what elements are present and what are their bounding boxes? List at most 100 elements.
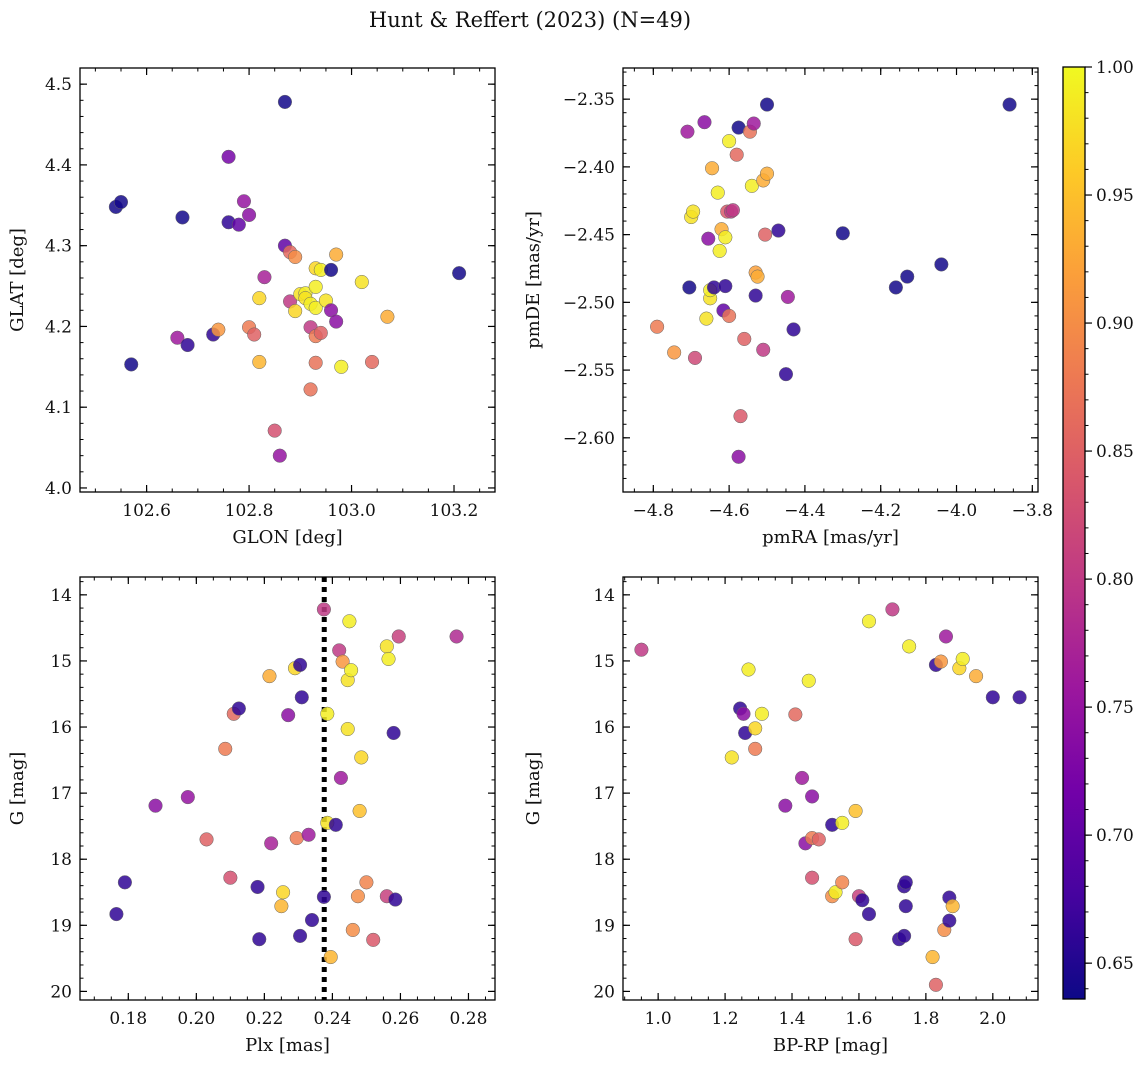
scatter-point — [780, 289, 795, 304]
scatter-point — [778, 798, 793, 813]
y-tick-label: 15 — [50, 652, 72, 672]
x-tick-label: −4.6 — [708, 501, 749, 521]
scatter-point — [308, 355, 323, 370]
scatter-point — [855, 893, 870, 908]
axes-frame — [622, 67, 1039, 493]
scatter-point — [180, 790, 195, 805]
scatter-point — [955, 651, 970, 667]
scatter-point — [744, 178, 759, 193]
scatter-point — [736, 706, 751, 721]
scatter-point — [942, 913, 957, 928]
y-tick-label: 19 — [593, 916, 615, 936]
y-tick-label: −2.45 — [563, 226, 615, 246]
scatter-point — [888, 280, 903, 295]
x-tick-label: 0.26 — [382, 1009, 420, 1029]
scatter-point — [848, 932, 863, 947]
scatter-point — [985, 690, 1000, 705]
x-tick-label: 102.8 — [225, 501, 274, 521]
scatter-point — [778, 367, 794, 382]
scatter-point — [811, 832, 826, 847]
scatter-point — [199, 832, 214, 847]
scatter-point — [788, 707, 803, 722]
x-axis-label: Plx [mas] — [245, 1035, 330, 1056]
x-tick-label: 103.0 — [327, 501, 376, 521]
scatter-point — [218, 741, 233, 756]
x-tick-label: −3.8 — [1012, 501, 1053, 521]
y-tick-label: 4.3 — [45, 237, 72, 257]
y-tick-label: 16 — [593, 718, 615, 738]
scatter-point — [754, 706, 769, 721]
scatter-point — [252, 932, 267, 947]
scatter-point — [274, 899, 289, 914]
x-tick-label: 103.2 — [430, 501, 479, 521]
scatter-point — [288, 304, 303, 319]
x-tick-label: 1.0 — [645, 1009, 672, 1029]
x-tick-label: 0.22 — [245, 1009, 283, 1029]
scatter-point — [885, 602, 900, 617]
y-tick-label: −2.50 — [563, 293, 615, 313]
scatter-point — [650, 319, 665, 334]
scatter-point — [861, 614, 877, 629]
colorbar-tick-label: 0.75 — [1096, 698, 1134, 718]
x-tick-label: 1.8 — [912, 1009, 939, 1029]
scatter-point — [252, 291, 267, 306]
scatter-point — [1012, 690, 1027, 705]
scatter-point — [329, 247, 344, 262]
x-tick-label: 0.28 — [450, 1009, 488, 1029]
colorbar-frame — [1062, 66, 1086, 1000]
colorbar-tick-label: 0.70 — [1096, 826, 1134, 846]
scatter-point — [759, 166, 775, 181]
scatter-point — [148, 798, 163, 813]
scatter-point — [109, 907, 124, 922]
scatter-point — [366, 932, 381, 947]
scatter-point — [267, 423, 282, 438]
scatter-point — [180, 337, 195, 353]
x-tick-label: −4.2 — [860, 501, 901, 521]
x-tick-label: 0.20 — [177, 1009, 215, 1029]
scatter-point — [934, 257, 949, 272]
colorbar-tick-label: 0.80 — [1096, 570, 1134, 590]
scatter-point — [301, 827, 316, 842]
scatter-point — [737, 331, 752, 346]
scatter-point — [725, 203, 740, 218]
scatter-point — [667, 345, 682, 360]
scatter-point — [333, 770, 348, 785]
scatter-point — [634, 642, 649, 657]
scatter-point — [686, 204, 701, 219]
x-tick-label: 1.4 — [778, 1009, 805, 1029]
scatter-point — [805, 789, 820, 804]
x-tick-label: 2.0 — [979, 1009, 1006, 1029]
scatter-point — [897, 928, 912, 943]
scatter-point — [386, 725, 401, 741]
scatter-point — [750, 269, 765, 284]
scatter-point — [697, 115, 712, 130]
colorbar: 0.65 0.70 0.75 0.80 0.85 0.90 0.95 1.00 — [1062, 58, 1134, 1000]
scatter-point — [328, 817, 343, 832]
scatter-point — [211, 322, 226, 337]
x-tick-label: −4.4 — [784, 501, 825, 521]
scatter-point — [771, 223, 786, 238]
scatter-point — [741, 662, 756, 677]
scatter-point — [252, 354, 267, 370]
scatter-point — [786, 322, 801, 337]
y-tick-label: −2.60 — [563, 429, 615, 449]
scatter-point — [277, 94, 292, 109]
scatter-point — [710, 185, 725, 200]
scatter-point — [449, 629, 464, 644]
scatter-point — [898, 875, 913, 890]
scatter-point — [722, 134, 737, 149]
scatter-point — [898, 899, 913, 914]
scatter-point — [320, 706, 335, 721]
scatter-panel-4: 1.0 1.2 1.4 1.6 1.8 2.0 14 15 16 17 18 19 20 BP-RP [m… — [523, 576, 1039, 1056]
y-tick-label: 17 — [593, 784, 615, 804]
scatter-panel-3: 0.18 0.20 0.22 0.24 0.26 0.28 14 15 16 17 18 19 20 Pl… — [7, 576, 496, 1056]
scatter-point — [1002, 97, 1017, 112]
scatter-point — [231, 701, 246, 716]
scatter-point — [928, 977, 943, 992]
scatter-point — [682, 280, 697, 295]
scatter-point — [276, 885, 291, 900]
scatter-point — [345, 922, 360, 937]
x-tick-label: 102.6 — [122, 501, 171, 521]
scatter-point — [902, 639, 917, 654]
scatter-point — [748, 741, 763, 756]
